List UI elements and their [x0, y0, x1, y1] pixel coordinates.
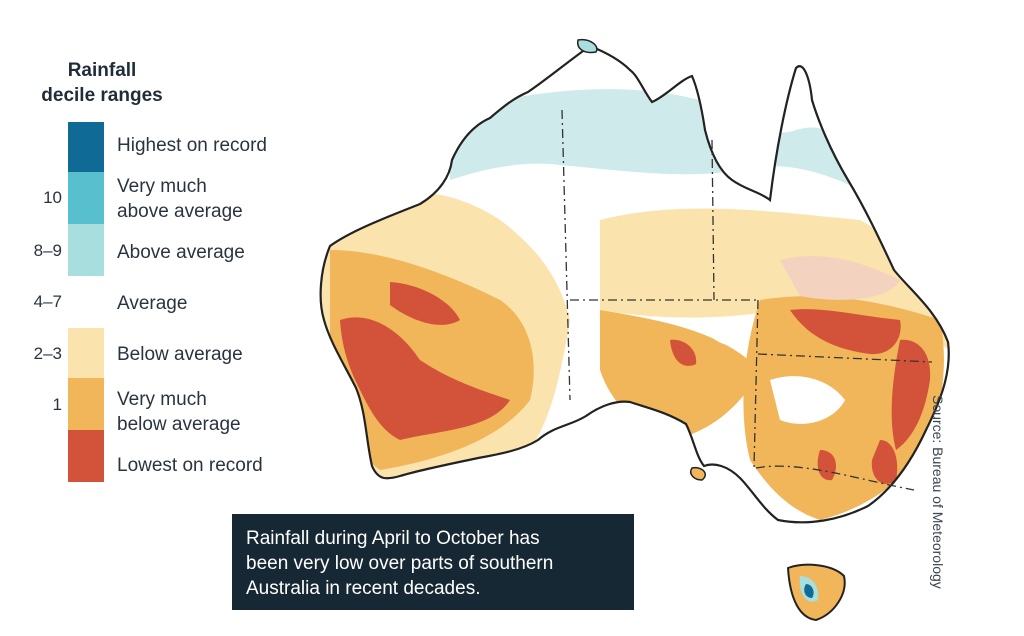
legend-title: Rainfall decile ranges — [22, 58, 182, 108]
legend-code-8-9: 8–9 — [33, 241, 62, 260]
caption-line1: Rainfall during April to October has — [246, 528, 540, 549]
legend-label-very-much-below-1: Very much — [117, 389, 207, 410]
legend-label-highest: Highest on record — [117, 135, 267, 156]
legend-label-very-much-above-2: above average — [117, 201, 243, 222]
legend-swatch-below — [68, 328, 104, 378]
australia-rainfall-map — [300, 20, 960, 630]
legend-swatch-very-much-above — [68, 172, 104, 224]
caption-box: Rainfall during April to October has bee… — [232, 514, 634, 610]
legend-label-lowest: Lowest on record — [117, 455, 263, 476]
legend-color-bar — [68, 122, 104, 482]
legend-swatch-average — [68, 276, 104, 328]
legend-label-below: Below average — [117, 344, 243, 365]
tasmania — [786, 563, 846, 622]
legend-swatch-lowest — [68, 430, 104, 482]
legend-swatch-very-much-below — [68, 378, 104, 430]
legend-label-average: Average — [117, 293, 188, 314]
legend-code-2-3: 2–3 — [33, 344, 62, 363]
legend-code-4-7: 4–7 — [33, 292, 62, 311]
caption-line3: Australia in recent decades. — [246, 578, 481, 599]
legend-title-line1: Rainfall — [67, 60, 137, 81]
legend-swatch-highest — [68, 122, 104, 172]
legend-code-1: 1 — [52, 395, 62, 414]
legend-label-very-much-above-1: Very much — [117, 176, 207, 197]
legend-swatch-above — [68, 224, 104, 276]
legend-label-very-much-below-2: below average — [117, 414, 241, 435]
legend-title-line2: decile ranges — [41, 85, 163, 106]
legend-label-above: Above average — [117, 242, 245, 263]
caption-line2: been very low over parts of southern — [246, 553, 554, 574]
source-credit: Source: Bureau of Meteorology — [930, 395, 946, 589]
legend-code-10: 10 — [43, 188, 62, 207]
